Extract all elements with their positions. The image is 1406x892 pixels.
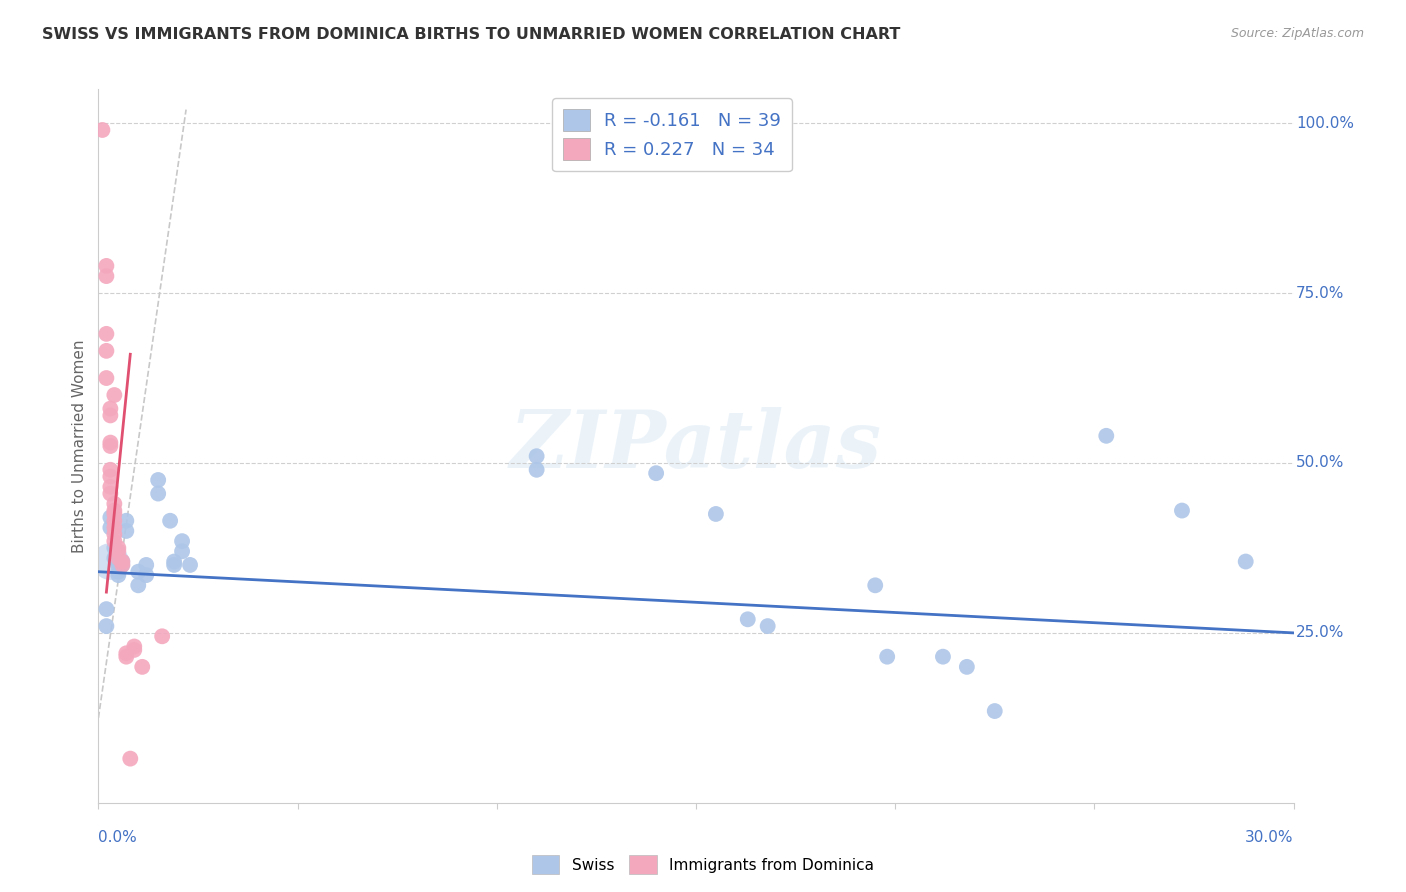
Point	[96, 269, 118, 284]
Point	[91, 123, 114, 137]
Point	[103, 388, 125, 402]
Legend: R = -0.161   N = 39, R = 0.227   N = 34: R = -0.161 N = 39, R = 0.227 N = 34	[553, 98, 792, 171]
Point	[1095, 429, 1118, 443]
Point	[98, 401, 122, 416]
Point	[876, 649, 898, 664]
Point	[1171, 503, 1194, 517]
Point	[98, 520, 122, 534]
Point	[103, 497, 125, 511]
Point	[103, 527, 125, 541]
Point	[98, 486, 122, 500]
Point	[1234, 555, 1257, 569]
Point	[148, 473, 170, 487]
Point	[150, 629, 173, 643]
Point	[526, 449, 548, 463]
Legend: Swiss, Immigrants from Dominica: Swiss, Immigrants from Dominica	[526, 849, 880, 880]
Point	[98, 510, 122, 524]
Point	[107, 565, 129, 579]
Point	[163, 558, 186, 572]
Text: 25.0%: 25.0%	[1296, 625, 1344, 640]
Point	[863, 578, 886, 592]
Text: 75.0%: 75.0%	[1296, 285, 1344, 301]
Point	[131, 660, 153, 674]
Text: ZIPatlas: ZIPatlas	[510, 408, 882, 484]
Point	[96, 371, 118, 385]
Text: 100.0%: 100.0%	[1296, 116, 1354, 131]
Point	[983, 704, 1005, 718]
Text: 50.0%: 50.0%	[1296, 456, 1344, 470]
Point	[103, 551, 125, 566]
Point	[172, 534, 194, 549]
Point	[115, 646, 138, 660]
Point	[163, 555, 186, 569]
Point	[756, 619, 779, 633]
Point	[111, 555, 134, 569]
Point	[98, 439, 122, 453]
Point	[127, 578, 149, 592]
Point	[115, 649, 138, 664]
Point	[107, 551, 129, 566]
Point	[148, 486, 170, 500]
Point	[124, 643, 146, 657]
Text: Source: ZipAtlas.com: Source: ZipAtlas.com	[1230, 27, 1364, 40]
Point	[124, 640, 146, 654]
Point	[96, 619, 118, 633]
Point	[96, 343, 118, 358]
Point	[98, 480, 122, 494]
Point	[103, 520, 125, 534]
Point	[96, 259, 118, 273]
Point	[111, 555, 134, 569]
Point	[103, 541, 125, 555]
Point	[127, 565, 149, 579]
Point	[103, 514, 125, 528]
Y-axis label: Births to Unmarried Women: Births to Unmarried Women	[72, 339, 87, 553]
Point	[645, 466, 668, 480]
Text: 30.0%: 30.0%	[1246, 830, 1294, 845]
Point	[98, 409, 122, 423]
Text: 0.0%: 0.0%	[98, 830, 138, 845]
Point	[526, 463, 548, 477]
Point	[956, 660, 979, 674]
Point	[172, 544, 194, 558]
Point	[96, 326, 118, 341]
Point	[111, 558, 134, 572]
Point	[115, 524, 138, 538]
Point	[98, 463, 122, 477]
Point	[98, 555, 122, 569]
Point	[107, 544, 129, 558]
Point	[179, 558, 201, 572]
Point	[98, 435, 122, 450]
Point	[115, 514, 138, 528]
Point	[107, 541, 129, 555]
Point	[159, 514, 181, 528]
Point	[103, 534, 125, 549]
Point	[737, 612, 759, 626]
Point	[107, 568, 129, 582]
Point	[103, 507, 125, 521]
Point	[98, 469, 122, 483]
Point	[135, 558, 157, 572]
Point	[704, 507, 727, 521]
Point	[120, 751, 142, 765]
Point	[932, 649, 955, 664]
Point	[111, 558, 134, 572]
Point	[107, 558, 129, 572]
Point	[135, 568, 157, 582]
Text: SWISS VS IMMIGRANTS FROM DOMINICA BIRTHS TO UNMARRIED WOMEN CORRELATION CHART: SWISS VS IMMIGRANTS FROM DOMINICA BIRTHS…	[42, 27, 901, 42]
Point	[96, 602, 118, 616]
Point	[103, 503, 125, 517]
